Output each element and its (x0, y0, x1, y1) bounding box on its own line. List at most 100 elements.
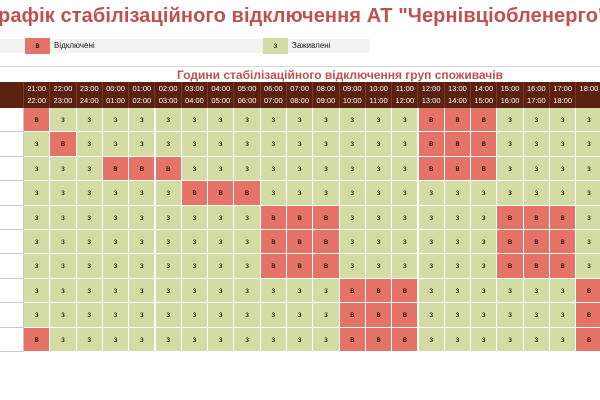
schedule-cell-on: з (339, 254, 366, 279)
hour-from: 13:00 (448, 84, 467, 93)
schedule-cell-on: з (313, 327, 340, 352)
schedule-cell-on: з (208, 278, 235, 304)
schedule-cell-on: з (576, 156, 600, 182)
schedule-cell-on: з (234, 132, 261, 157)
schedule-cell-on: з (471, 254, 498, 279)
hour-to: 07:00 (263, 96, 283, 105)
schedule-cell-on: з (129, 278, 156, 304)
hour-to: 17:00 (526, 96, 546, 105)
hour-header-cell: 11:00 12:00 (392, 82, 419, 108)
schedule-cell-on: з (313, 156, 340, 182)
schedule-cell-on: з (50, 254, 77, 279)
hour-from: 03:00 (185, 84, 204, 93)
schedule-cell-on: з (208, 230, 235, 255)
schedule-cell-on: з (234, 230, 261, 255)
schedule-cell-off: в (129, 156, 156, 182)
schedule-cell-on: з (365, 205, 393, 230)
schedule-cell-on: з (76, 303, 103, 328)
schedule-cell-on: з (181, 278, 209, 304)
schedule-cell-on: з (155, 327, 182, 352)
hour-header-cell: 21:00 22:00 (24, 82, 51, 108)
schedule-cell-on: з (155, 230, 182, 255)
schedule-cell-on: з (365, 254, 393, 279)
schedule-cell-on: з (260, 181, 287, 206)
hour-header-cell: 09:00 10:00 (340, 82, 366, 108)
schedule-cell-on: з (287, 327, 314, 352)
schedule-cell-on: з (523, 156, 550, 182)
schedule-cell-on: з (24, 132, 51, 157)
schedule-cell-on: з (181, 327, 209, 352)
hour-header-cell: 08:00 09:00 (313, 82, 340, 108)
hour-to: 04:00 (185, 96, 204, 105)
hour-from: 08:00 (316, 84, 336, 93)
schedule-cell-on: з (576, 254, 600, 279)
hour-header-cell: 18:00 (576, 82, 600, 108)
schedule-cell-on: з (523, 108, 550, 133)
schedule-cell-on: з (444, 278, 472, 304)
group-label-cell (0, 181, 24, 206)
schedule-cell-on: з (76, 132, 103, 157)
hour-header-cell: 01:00 02:00 (129, 82, 156, 108)
hour-to: 16:00 (500, 96, 520, 105)
schedule-cell-on: з (129, 230, 156, 255)
group-label-cell (0, 303, 24, 328)
schedule-cell-off: в (471, 132, 498, 157)
hour-from: 01:00 (132, 84, 152, 93)
schedule-cell-on: з (102, 132, 130, 157)
hour-to: 09:00 (316, 96, 336, 105)
schedule-cell-off: в (339, 303, 366, 328)
schedule-cell-on: з (24, 205, 51, 230)
schedule-cell-on: з (287, 181, 314, 206)
group-label-cell (0, 278, 24, 304)
schedule-cell-on: з (471, 327, 498, 352)
schedule-cell-off: в (50, 132, 77, 157)
schedule-cell-off: в (339, 327, 366, 352)
schedule-cell-on: з (523, 132, 550, 157)
schedule-cell-on: з (181, 205, 209, 230)
schedule-cell-off: в (155, 156, 182, 182)
schedule-cell-off: в (523, 254, 550, 279)
schedule-cell-on: з (497, 327, 524, 352)
schedule-cell-off: в (260, 205, 287, 230)
schedule-cell-on: з (550, 108, 577, 133)
schedule-header-text: Години стабілізаційного відключення груп… (177, 68, 503, 82)
schedule-cell-on: з (418, 205, 445, 230)
schedule-cell-on: з (155, 108, 182, 133)
schedule-cell-on: з (313, 181, 340, 206)
schedule-cell-on: з (471, 303, 498, 328)
hour-header-cell: 12:00 13:00 (419, 82, 445, 108)
hour-from: 22:00 (53, 84, 73, 93)
schedule-cell-on: з (365, 230, 393, 255)
schedule-cell-off: в (102, 156, 130, 182)
schedule-cell-on: з (418, 327, 445, 352)
schedule-cell-on: з (392, 108, 419, 133)
schedule-cell-on: з (339, 156, 366, 182)
hour-to: 13:00 (421, 96, 441, 105)
schedule-cell-off: в (576, 303, 600, 328)
hour-from: 16:00 (526, 84, 546, 93)
schedule-cell-on: з (181, 230, 209, 255)
schedule-cell-on: з (234, 278, 261, 304)
schedule-cell-on: з (287, 108, 314, 133)
schedule-cell-on: з (24, 278, 51, 304)
schedule-cell-on: з (50, 156, 77, 182)
schedule-cell-off: в (444, 132, 472, 157)
schedule-cell-on: з (155, 205, 182, 230)
schedule-cell-off: в (576, 327, 600, 352)
schedule-cell-on: з (76, 230, 103, 255)
schedule-cell-on: з (365, 181, 393, 206)
schedule-cell-on: з (181, 156, 209, 182)
hour-header-cell: 04:00 05:00 (208, 82, 235, 108)
schedule-cell-on: з (497, 108, 524, 133)
schedule-header: Години стабілізаційного відключення груп… (0, 66, 600, 83)
group-label-cell (0, 254, 24, 279)
schedule-cell-on: з (50, 278, 77, 304)
schedule-cell-on: з (208, 254, 235, 279)
schedule-cell-on: з (523, 327, 550, 352)
schedule-cell-off: в (471, 108, 498, 133)
schedule-cell-on: з (313, 108, 340, 133)
hour-header-cell: 07:00 08:00 (287, 82, 314, 108)
schedule-cell-on: з (497, 181, 524, 206)
schedule-cell-on: з (129, 254, 156, 279)
schedule-cell-on: з (50, 230, 77, 255)
